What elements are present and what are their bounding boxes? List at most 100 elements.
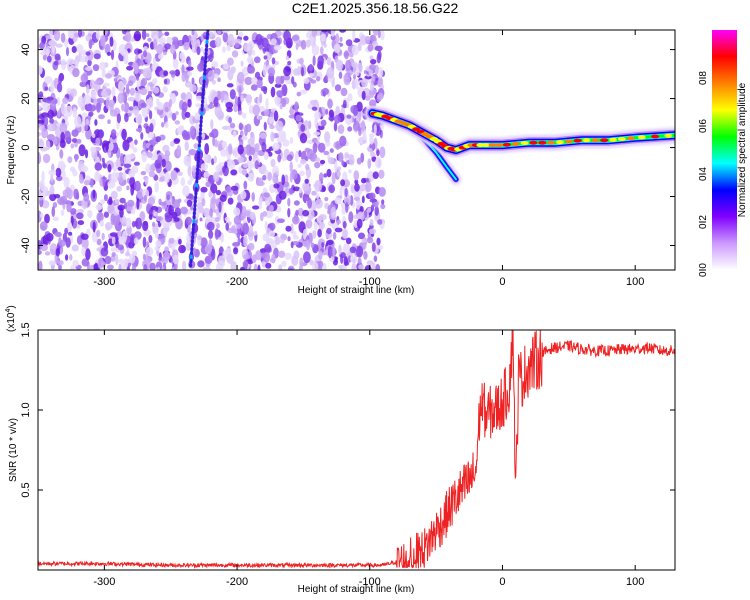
noise-blob — [87, 59, 92, 67]
noise-blob — [139, 60, 145, 66]
noise-blob — [163, 101, 171, 113]
noise-blob — [38, 239, 42, 246]
noise-blob — [305, 163, 310, 171]
noise-blob — [112, 215, 120, 227]
noise-blob — [149, 262, 156, 270]
noise-blob — [358, 264, 365, 270]
noise-blob — [191, 30, 195, 36]
noise-blob — [302, 209, 310, 217]
noise-blob — [58, 264, 62, 270]
noise-blob — [45, 42, 49, 48]
streak-segment — [193, 202, 197, 208]
noise-blob — [139, 211, 146, 222]
noise-blob — [71, 138, 78, 143]
noise-blob — [313, 131, 321, 136]
noise-blob — [230, 185, 239, 191]
noise-blob — [287, 236, 291, 242]
spectrogram-vertical-streak — [189, 30, 210, 268]
noise-blob — [222, 32, 229, 43]
noise-blob — [275, 76, 282, 85]
noise-blob — [282, 157, 286, 162]
streak-segment — [192, 214, 196, 220]
noise-blob — [76, 212, 84, 220]
noise-blob — [306, 132, 311, 139]
noise-blob — [44, 86, 49, 91]
noise-blob — [265, 200, 270, 207]
noise-blob — [79, 176, 84, 184]
signal-hotspot — [609, 137, 618, 142]
noise-blob — [314, 111, 322, 120]
noise-blob — [123, 163, 132, 168]
noise-blob — [241, 168, 248, 176]
noise-blob — [60, 209, 65, 216]
noise-blob — [65, 46, 70, 57]
noise-blob — [134, 92, 142, 102]
snr-x-ticks: -300 -200 -100 0 100 — [93, 330, 644, 588]
noise-blob — [378, 169, 385, 179]
noise-blob — [133, 237, 139, 245]
noise-blob — [276, 137, 285, 143]
noise-blob — [137, 113, 143, 126]
noise-blob — [243, 35, 249, 41]
spectrogram-x-tick-label: -300 — [93, 276, 115, 288]
noise-blob — [361, 78, 368, 88]
noise-blob — [254, 143, 260, 153]
signal-hotspot — [538, 140, 547, 145]
noise-blob — [60, 32, 66, 43]
noise-blob — [204, 255, 213, 264]
noise-blob — [257, 264, 261, 270]
noise-blob — [55, 247, 60, 257]
noise-blob — [174, 120, 181, 125]
noise-blob — [320, 46, 324, 55]
noise-blob — [251, 254, 257, 263]
colorbar-tick-label: 0.2 — [698, 215, 709, 229]
noise-blob — [148, 214, 153, 220]
noise-blob — [128, 106, 134, 111]
noise-blob — [181, 101, 188, 112]
noise-blob — [357, 42, 362, 52]
noise-blob — [237, 144, 244, 155]
noise-blob — [152, 57, 156, 68]
noise-blob — [77, 95, 84, 108]
noise-blob — [42, 102, 51, 112]
noise-blob — [323, 173, 328, 178]
noise-blob — [343, 50, 349, 60]
noise-blob — [83, 180, 90, 186]
noise-blob — [168, 237, 175, 244]
noise-blob — [180, 177, 186, 187]
noise-blob — [320, 119, 327, 127]
spectrogram-y-tick-label: 0 — [20, 144, 32, 150]
noise-blob — [40, 51, 46, 56]
noise-blob — [49, 185, 55, 195]
noise-blob — [80, 73, 89, 83]
signal-hotspot — [520, 141, 529, 146]
noise-blob — [135, 128, 143, 132]
noise-blob — [169, 93, 175, 99]
noise-blob — [236, 71, 245, 84]
noise-blob — [149, 123, 154, 133]
streak-segment — [201, 95, 205, 101]
noise-blob — [73, 188, 79, 200]
noise-blob — [181, 72, 186, 83]
noise-blob — [196, 46, 201, 56]
noise-blob — [369, 55, 374, 61]
noise-blob — [72, 107, 78, 118]
noise-blob — [328, 109, 334, 118]
noise-blob — [295, 42, 299, 51]
noise-blob — [194, 153, 198, 162]
noise-blob — [342, 100, 347, 109]
noise-blob — [281, 174, 286, 186]
noise-blob — [126, 65, 134, 71]
noise-blob — [356, 157, 362, 165]
noise-blob — [44, 76, 53, 84]
noise-blob — [343, 75, 351, 86]
noise-blob — [273, 183, 280, 189]
noise-blob — [378, 67, 383, 78]
figure-title: C2E1.2025.356.18.56.G22 — [292, 0, 459, 16]
noise-blob — [158, 53, 164, 60]
noise-blob — [250, 132, 255, 144]
noise-blob — [59, 122, 68, 133]
noise-blob — [300, 159, 307, 165]
spectrogram-noise — [38, 30, 386, 270]
